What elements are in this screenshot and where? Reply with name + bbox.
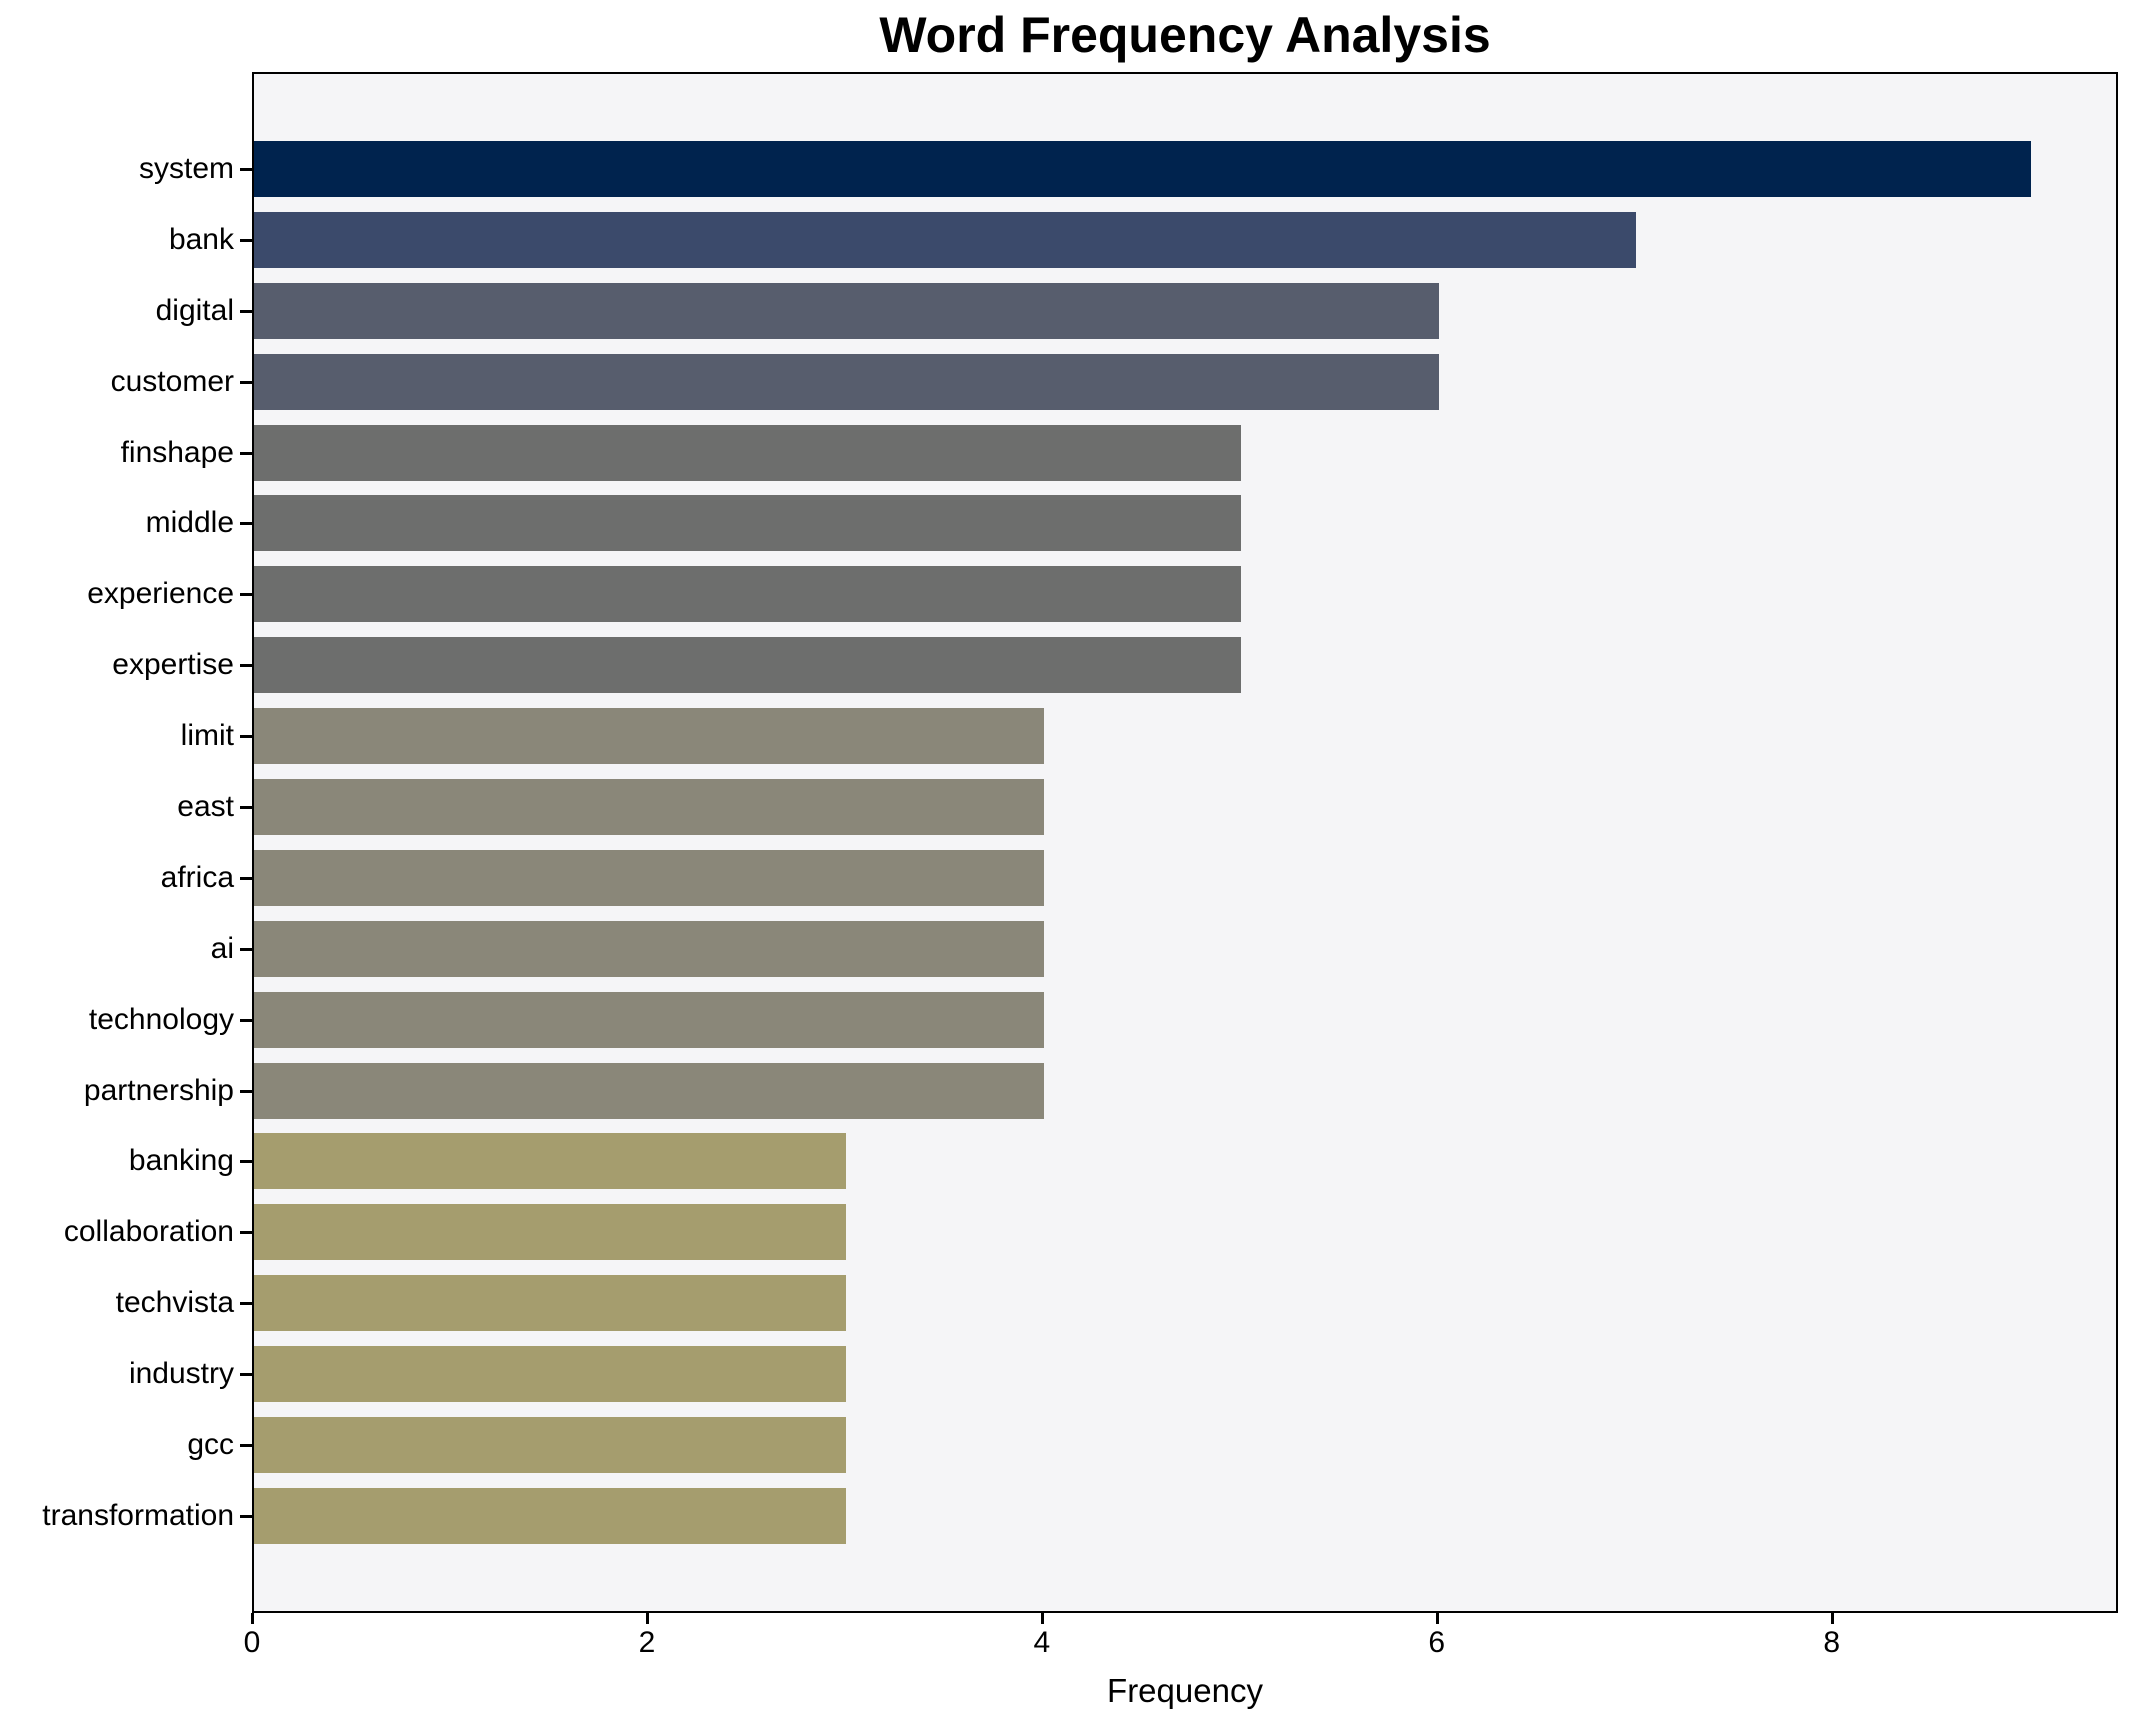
bar-industry [254,1346,847,1403]
y-tick-mark [240,1018,252,1022]
y-tick-label-technology: technology [88,1002,234,1036]
x-tick-mark [1830,1613,1834,1624]
bar-customer [254,353,1439,410]
bar-digital [254,282,1439,339]
y-tick-label-transformation: transformation [42,1498,234,1532]
y-tick-label-africa: africa [160,860,234,894]
y-tick-label-system: system [138,152,234,185]
y-tick-label-banking: banking [128,1144,234,1178]
bar-africa [254,849,1044,906]
y-tick-mark [240,522,252,526]
y-tick-mark [240,947,252,951]
y-tick-label-experience: experience [87,577,234,611]
bar-bank [254,211,1637,268]
x-tick-mark [1040,1613,1044,1624]
x-tick-label-0: 0 [243,1626,261,1659]
y-tick-mark [240,380,252,384]
y-tick-mark [240,806,252,809]
y-tick-label-expertise: expertise [112,648,234,682]
y-tick-mark [240,664,252,668]
y-tick-label-collaboration: collaboration [63,1215,234,1249]
bar-ai [254,920,1044,977]
x-tick-mark [645,1613,649,1624]
bar-east [254,779,1044,835]
y-tick-mark [240,1302,252,1306]
y-tick-mark [240,168,252,171]
bar-partnership [254,1062,1044,1119]
y-tick-mark [240,593,252,597]
x-tick-label-2: 2 [638,1626,656,1659]
y-tick-label-gcc: gcc [187,1428,234,1462]
y-tick-mark [240,1231,252,1235]
x-tick-label-8: 8 [1823,1626,1841,1659]
y-tick-mark [240,1160,252,1164]
bar-experience [254,566,1242,623]
y-tick-label-finshape: finshape [120,435,234,469]
y-tick-mark [240,1089,252,1093]
y-tick-label-partnership: partnership [83,1073,234,1107]
bar-banking [254,1133,847,1190]
bar-collaboration [254,1204,847,1261]
x-tick-mark [251,1613,254,1624]
y-tick-mark [240,238,252,242]
plot-area [252,72,2118,1613]
y-tick-label-customer: customer [110,364,234,398]
y-tick-mark [240,876,252,880]
y-tick-mark [240,735,252,739]
y-tick-mark [240,451,252,455]
y-tick-mark [240,1514,252,1518]
x-axis-label: Frequency [1107,1672,1263,1709]
chart-title: Word Frequency Analysis [879,7,1491,63]
bar-technology [254,991,1044,1048]
bar-expertise [254,637,1242,694]
y-tick-label-middle: middle [145,506,234,540]
y-tick-label-bank: bank [168,222,234,256]
x-tick-mark [1435,1613,1439,1624]
y-tick-label-industry: industry [128,1357,234,1391]
y-tick-mark [240,1373,252,1377]
bar-transformation [254,1487,847,1544]
y-tick-mark [240,309,252,313]
y-tick-label-limit: limit [180,719,234,753]
bar-finshape [254,424,1242,481]
bar-system [254,141,2032,197]
y-tick-label-techvista: techvista [115,1286,234,1320]
y-tick-mark [240,1444,252,1448]
x-tick-label-4: 4 [1033,1626,1051,1659]
bar-gcc [254,1417,847,1474]
bar-techvista [254,1275,847,1332]
y-tick-label-east: east [177,790,234,823]
y-tick-label-ai: ai [210,931,234,965]
x-tick-label-6: 6 [1428,1626,1446,1659]
bar-limit [254,708,1044,765]
y-tick-label-digital: digital [155,293,234,327]
bar-middle [254,495,1242,552]
